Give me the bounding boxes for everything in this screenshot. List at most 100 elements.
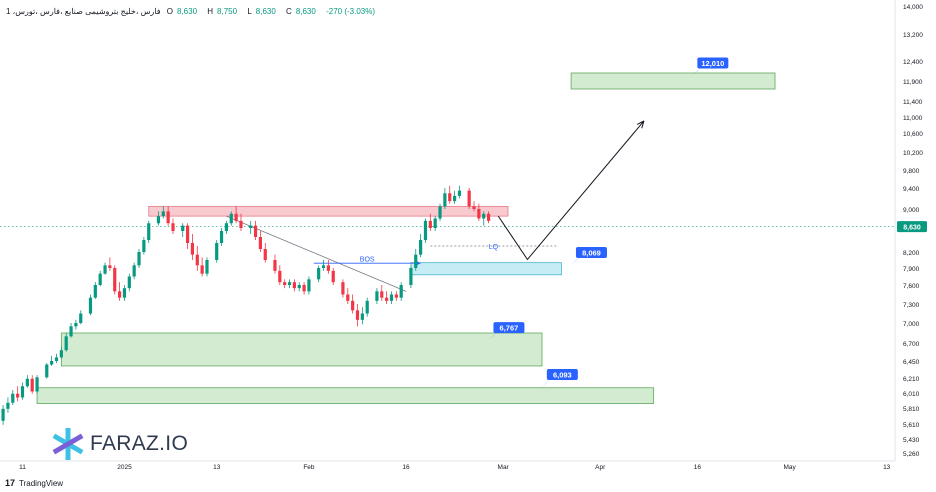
candle[interactable]	[93, 282, 97, 299]
candle[interactable]	[88, 294, 93, 316]
candle[interactable]	[365, 297, 369, 317]
demand-zone-lower[interactable]	[36, 387, 655, 404]
projection-path[interactable]	[497, 120, 645, 261]
candle[interactable]	[297, 282, 301, 292]
candle[interactable]	[355, 304, 360, 327]
candle[interactable]	[69, 323, 73, 338]
candle[interactable]	[273, 254, 277, 274]
candle[interactable]	[385, 291, 389, 304]
candle[interactable]	[30, 375, 34, 394]
candles-layer[interactable]	[1, 185, 491, 425]
candle[interactable]	[11, 390, 15, 405]
candle[interactable]	[346, 288, 350, 304]
candle[interactable]	[467, 188, 471, 209]
candle[interactable]	[389, 291, 394, 304]
candle[interactable]	[74, 319, 78, 330]
candle[interactable]	[35, 375, 39, 394]
candle[interactable]	[127, 273, 131, 292]
candle[interactable]	[219, 228, 224, 246]
candle[interactable]	[283, 279, 287, 289]
candle[interactable]	[25, 375, 29, 388]
candle[interactable]	[6, 397, 10, 413]
candle[interactable]	[307, 276, 311, 295]
candle[interactable]	[457, 185, 462, 199]
candle[interactable]	[448, 185, 452, 204]
candle[interactable]	[287, 279, 292, 289]
candle[interactable]	[428, 213, 432, 231]
candle[interactable]	[108, 257, 112, 271]
candle[interactable]	[486, 211, 491, 224]
last-price-tag[interactable]: 8,630	[897, 221, 927, 233]
candle[interactable]	[317, 265, 321, 283]
candle[interactable]	[224, 220, 229, 234]
candle[interactable]	[292, 279, 296, 292]
candle[interactable]	[326, 260, 330, 274]
candle[interactable]	[16, 386, 20, 402]
candle[interactable]	[122, 285, 127, 301]
candle[interactable]	[20, 382, 25, 400]
candle[interactable]	[200, 257, 204, 277]
candle[interactable]	[452, 190, 457, 204]
candle[interactable]	[181, 223, 185, 237]
candle[interactable]	[156, 211, 161, 226]
label-12010[interactable]: 12,010	[691, 57, 729, 77]
candle[interactable]	[171, 218, 175, 235]
candle[interactable]	[394, 291, 398, 301]
label-6767[interactable]: 6,767	[487, 322, 525, 341]
candle[interactable]	[331, 268, 335, 285]
candle[interactable]	[147, 220, 151, 243]
candle[interactable]	[166, 206, 170, 226]
candle[interactable]	[215, 240, 219, 263]
candle[interactable]	[64, 333, 68, 352]
candle[interactable]	[482, 211, 486, 226]
candle[interactable]	[54, 353, 59, 364]
candle[interactable]	[438, 203, 442, 221]
candle[interactable]	[118, 282, 122, 301]
label-8069[interactable]: 8,069	[569, 247, 607, 266]
time-axis[interactable]: 11202513Feb16MarApr16May13Jun11Jul1323	[19, 464, 936, 471]
candle[interactable]	[380, 285, 384, 301]
candle[interactable]	[258, 231, 262, 252]
candle[interactable]	[477, 203, 481, 221]
demand-zone-upper[interactable]	[60, 332, 543, 367]
candle[interactable]	[423, 218, 428, 244]
supply-zone[interactable]	[148, 205, 509, 217]
label-6093[interactable]: 6,093	[540, 368, 578, 388]
candle[interactable]	[1, 405, 5, 425]
fvg-zone[interactable]	[410, 262, 562, 276]
candle[interactable]	[98, 270, 102, 287]
candle[interactable]	[433, 216, 437, 231]
symbol-name[interactable]: 1 ،فارس ،خلیج بتروشیمی صنایع ،فارس ،تورس	[6, 7, 161, 16]
candle[interactable]	[443, 188, 447, 209]
candle[interactable]	[137, 249, 141, 268]
tradingview-badge[interactable]: 17 TradingView	[5, 478, 63, 488]
candle[interactable]	[103, 262, 107, 275]
candle[interactable]	[249, 220, 253, 234]
candle[interactable]	[263, 243, 267, 263]
candle[interactable]	[399, 282, 403, 301]
candle[interactable]	[142, 237, 146, 255]
candle[interactable]	[132, 262, 136, 280]
candle[interactable]	[414, 249, 418, 271]
candle[interactable]	[375, 288, 379, 304]
candle[interactable]	[50, 355, 54, 366]
candle[interactable]	[234, 206, 238, 224]
candle[interactable]	[409, 265, 413, 289]
candle[interactable]	[360, 307, 364, 325]
candle[interactable]	[185, 223, 190, 249]
candle[interactable]	[79, 310, 83, 325]
price-axis[interactable]: 5,260 5,430 5,610 5,810 6,010 6,210 6,450 6,700…	[897, 4, 927, 458]
candle[interactable]	[278, 265, 282, 285]
candle[interactable]	[45, 363, 49, 379]
candle[interactable]	[113, 265, 117, 295]
candle[interactable]	[239, 213, 243, 231]
candle[interactable]	[161, 206, 165, 219]
candle[interactable]	[195, 246, 199, 271]
candle[interactable]	[302, 282, 306, 295]
candle[interactable]	[253, 220, 258, 240]
candle[interactable]	[472, 201, 476, 212]
candle[interactable]	[419, 234, 423, 258]
candle[interactable]	[321, 260, 326, 271]
target-zone[interactable]	[570, 72, 776, 90]
